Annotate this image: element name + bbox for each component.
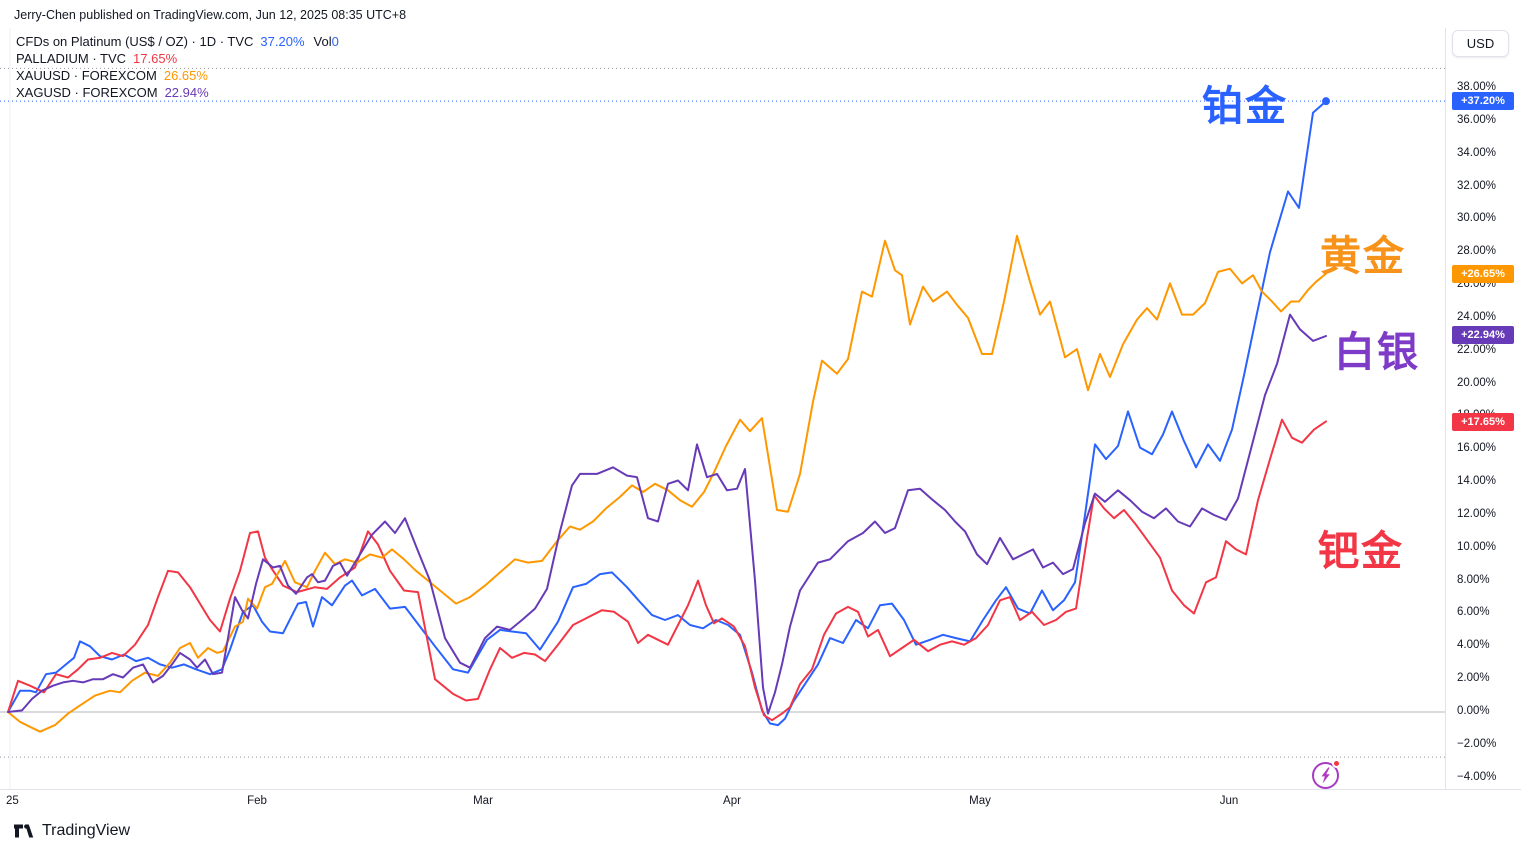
time-axis-label: May [969, 795, 991, 807]
legend-row-platinum[interactable]: CFDs on Platinum (US$ / OZ) · 1D · TVC 37… [16, 33, 339, 50]
legend-change-value: 26.65% [163, 68, 208, 83]
volume-label: Vol [313, 34, 332, 49]
time-axis-label: Jun [1219, 795, 1239, 807]
price-axis-tick: 4.00% [1457, 639, 1490, 652]
price-axis-tick: 36.00% [1457, 113, 1497, 126]
flash-reaction-button[interactable] [1312, 759, 1341, 789]
price-axis-tick: 14.00% [1457, 475, 1497, 488]
volume-value: 0 [331, 34, 339, 49]
series-label-annotation: 钯金 [1318, 527, 1404, 575]
series-line [7, 313, 1327, 715]
series-label-annotation: 白银 [1334, 328, 1420, 376]
price-axis-tick: 0.00% [1457, 705, 1490, 717]
series-label-annotation: 铂金 [1202, 82, 1288, 130]
lightning-bolt-icon [1321, 767, 1330, 784]
price-axis-tick: 22.00% [1457, 343, 1497, 356]
series-label-annotation: 黄金 [1320, 232, 1406, 280]
currency-toggle-button[interactable]: USD [1452, 30, 1509, 57]
price-axis-tick: 38.00% [1457, 81, 1497, 94]
legend-change-value: 22.94% [164, 85, 209, 100]
legend-row-silver[interactable]: XAGUSD · FOREXCOM 22.94% [16, 84, 339, 101]
legend-symbol-title: CFDs on Platinum (US$ / OZ) · 1D · TVC [16, 34, 254, 49]
legend-row-palladium[interactable]: PALLADIUM · TVC 17.65% [16, 50, 339, 67]
price-axis-tick: 10.00% [1457, 540, 1497, 553]
price-axis-tick: 20.00% [1457, 376, 1497, 389]
price-axis-tick: 34.00% [1457, 146, 1497, 159]
series-line [7, 100, 1327, 727]
legend-change-value: 17.65% [133, 51, 178, 66]
last-price-badge: +26.65% [1452, 265, 1514, 284]
time-axis-label: 25 [6, 795, 19, 807]
legend-symbol-title: PALLADIUM · TVC [16, 51, 127, 66]
last-price-badge: +17.65% [1452, 413, 1514, 432]
tradingview-logo[interactable]: TradingView [14, 822, 130, 840]
price-axis-tick: 16.00% [1457, 442, 1497, 455]
time-axis[interactable]: 25 Feb Mar Apr May Jun [0, 789, 1521, 819]
time-axis-label: Feb [247, 795, 267, 807]
price-axis-tick: −2.00% [1457, 737, 1497, 750]
series-end-dot [1322, 97, 1330, 106]
price-axis-tick: 28.00% [1457, 245, 1497, 258]
legend-symbol-title: XAUUSD · FOREXCOM [16, 68, 157, 83]
published-byline: Jerry-Chen published on TradingView.com,… [14, 8, 407, 22]
price-axis-tick: 30.00% [1457, 212, 1497, 225]
price-axis-tick: 6.00% [1457, 606, 1490, 619]
legend: CFDs on Platinum (US$ / OZ) · 1D · TVC 37… [16, 33, 339, 101]
last-price-badge: +22.94% [1452, 326, 1514, 345]
series-line [7, 418, 1327, 722]
notification-dot [1332, 759, 1341, 768]
price-axis[interactable]: 40.00%38.00%36.00%34.00%32.00%30.00%28.0… [1445, 28, 1521, 789]
last-price-badge: +37.20% [1452, 92, 1514, 111]
price-axis-tick: 8.00% [1457, 573, 1490, 586]
legend-row-gold[interactable]: XAUUSD · FOREXCOM 26.65% [16, 67, 339, 84]
price-axis-tick: −4.00% [1457, 770, 1497, 783]
legend-change-value: 37.20% [260, 34, 305, 49]
time-axis-label: Apr [723, 795, 741, 807]
price-axis-tick: 2.00% [1457, 672, 1490, 685]
price-axis-tick: 32.00% [1457, 179, 1497, 192]
price-axis-tick: 12.00% [1457, 507, 1497, 520]
legend-symbol-title: XAGUSD · FOREXCOM [16, 85, 158, 100]
series-line [7, 234, 1327, 733]
tradingview-logo-icon [14, 823, 34, 837]
time-axis-label: Mar [473, 795, 493, 807]
tradingview-logo-text: TradingView [42, 822, 131, 839]
price-axis-tick: 24.00% [1457, 310, 1497, 323]
